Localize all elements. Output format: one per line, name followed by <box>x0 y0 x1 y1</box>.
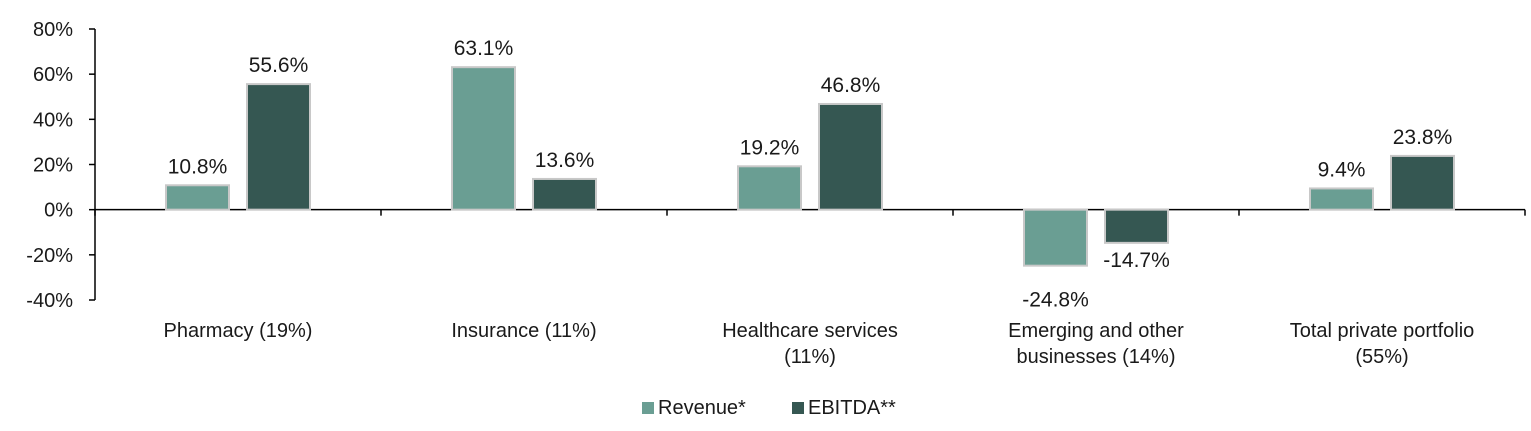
category-label: Total private portfolio (55%) <box>1290 320 1475 368</box>
category-label: Pharmacy (19%) <box>164 320 313 342</box>
ebitda-bar <box>1104 208 1169 244</box>
y-tick-label: 0% <box>44 200 73 222</box>
legend-label-revenue: Revenue* <box>658 397 746 419</box>
ebitda-data-label: 46.8% <box>821 74 881 97</box>
revenue-data-label: -24.8% <box>1022 289 1089 312</box>
y-tick-label: 40% <box>33 109 73 131</box>
y-tick-label: 20% <box>33 155 73 177</box>
revenue-data-label: 10.8% <box>168 155 228 178</box>
revenue-bar <box>1309 187 1374 211</box>
revenue-bar <box>165 184 230 211</box>
revenue-data-label: 63.1% <box>454 37 514 60</box>
axes: 80% 60% 40% 20% 0% -20% -40% <box>26 19 1526 312</box>
revenue-data-label: 19.2% <box>740 136 800 159</box>
legend-swatch-ebitda <box>792 402 804 414</box>
y-tick-label: -40% <box>26 290 73 312</box>
ebitda-bar <box>532 177 597 211</box>
revenue-data-label: 9.4% <box>1318 158 1366 181</box>
ebitda-data-label: -14.7% <box>1103 249 1170 272</box>
y-tick-label: -20% <box>26 245 73 267</box>
revenue-bar <box>451 66 516 211</box>
ebitda-bar <box>1390 154 1455 211</box>
ebitda-data-label: 23.8% <box>1393 126 1453 149</box>
revenue-bar <box>737 165 802 211</box>
data-labels-group: 10.8% 63.1% 19.2% -24.8% 9.4% 55.6% 13.6% 46.8%… <box>168 37 1453 312</box>
category-label: Insurance (11%) <box>451 320 596 342</box>
ebitda-bar <box>818 102 883 211</box>
legend: Revenue* EBITDA** <box>642 397 896 419</box>
category-label: Healthcare services (11%) <box>722 320 898 368</box>
legend-swatch-revenue <box>642 402 654 414</box>
category-label: Emerging and other businesses (14%) <box>1008 320 1184 368</box>
bars-group <box>165 66 1455 267</box>
revenue-bar <box>1023 208 1088 267</box>
ebitda-bar <box>246 83 311 211</box>
y-tick-label: 60% <box>33 64 73 86</box>
y-tick-label: 80% <box>33 19 73 41</box>
ebitda-data-label: 55.6% <box>249 54 309 77</box>
ebitda-data-label: 13.6% <box>535 149 595 172</box>
category-labels-group: Pharmacy (19%) Insurance (11%) Healthcare … <box>164 320 1475 368</box>
legend-label-ebitda: EBITDA** <box>808 397 896 419</box>
